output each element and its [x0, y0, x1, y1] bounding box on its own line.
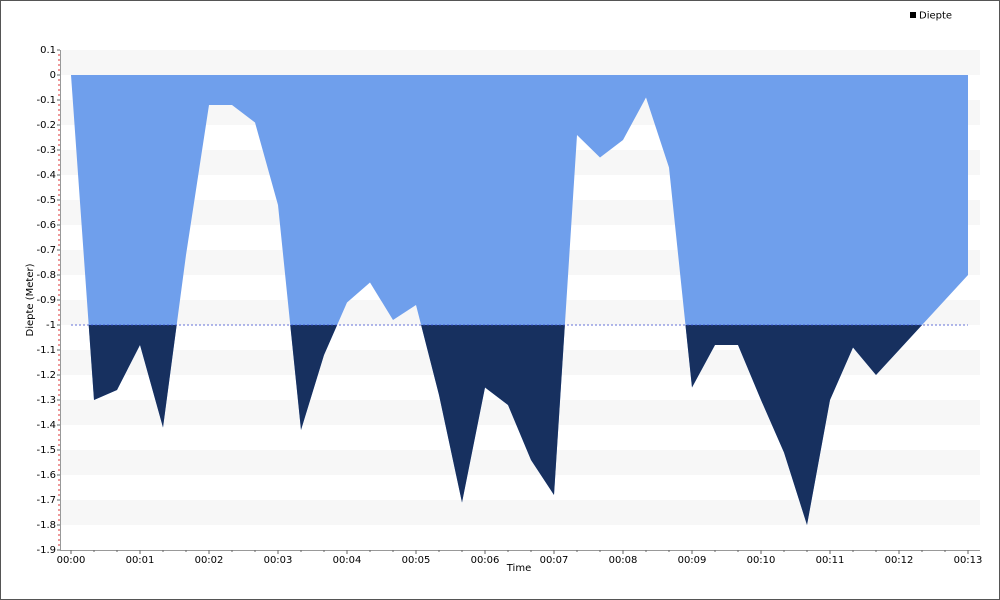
y-tick-label: -1.9	[36, 545, 56, 556]
x-tick-label: 00:04	[333, 555, 362, 566]
x-tick-label: 00:13	[954, 555, 983, 566]
y-tick-label: 0	[50, 70, 56, 81]
x-tick-label: 00:00	[57, 555, 86, 566]
y-tick-label: -0.8	[36, 270, 56, 281]
x-axis-title: Time	[506, 563, 531, 574]
y-tick-label: -0.7	[36, 245, 56, 256]
grid-band	[60, 525, 980, 550]
y-tick-label: -0.1	[36, 95, 56, 106]
y-tick-label: -1.2	[36, 370, 56, 381]
x-tick-label: 00:05	[402, 555, 431, 566]
x-tick-label: 00:09	[678, 555, 707, 566]
y-tick-label: -1	[46, 320, 56, 331]
x-tick-label: 00:01	[126, 555, 155, 566]
y-tick-label: -0.3	[36, 145, 56, 156]
x-tick-label: 00:12	[885, 555, 914, 566]
y-tick-label: -0.2	[36, 120, 56, 131]
y-tick-label: 0.1	[40, 45, 56, 56]
y-tick-label: -0.5	[36, 195, 56, 206]
y-tick-label: -1.3	[36, 395, 56, 406]
y-tick-label: -1.5	[36, 445, 56, 456]
y-tick-label: -1.1	[36, 345, 56, 356]
x-tick-label: 00:08	[609, 555, 638, 566]
grid-band	[60, 50, 980, 75]
legend-swatch	[910, 12, 916, 18]
x-tick-label: 00:11	[816, 555, 845, 566]
y-tick-label: -1.8	[36, 520, 56, 531]
grid-band	[60, 475, 980, 500]
x-tick-label: 00:02	[195, 555, 224, 566]
y-tick-label: -0.6	[36, 220, 56, 231]
grid-band	[60, 500, 980, 525]
x-tick-label: 00:03	[264, 555, 293, 566]
y-axis-title: Diepte (Meter)	[25, 263, 36, 336]
grid-band	[60, 450, 980, 475]
y-tick-label: -1.7	[36, 495, 56, 506]
legend-label: Diepte	[919, 11, 952, 22]
x-tick-label: 00:07	[540, 555, 569, 566]
x-tick-label: 00:10	[747, 555, 776, 566]
y-tick-label: -0.9	[36, 295, 56, 306]
area	[71, 75, 968, 525]
x-tick-label: 00:06	[471, 555, 500, 566]
y-tick-label: -0.4	[36, 170, 56, 181]
y-tick-label: -1.4	[36, 420, 56, 431]
y-tick-label: -1.6	[36, 470, 56, 481]
